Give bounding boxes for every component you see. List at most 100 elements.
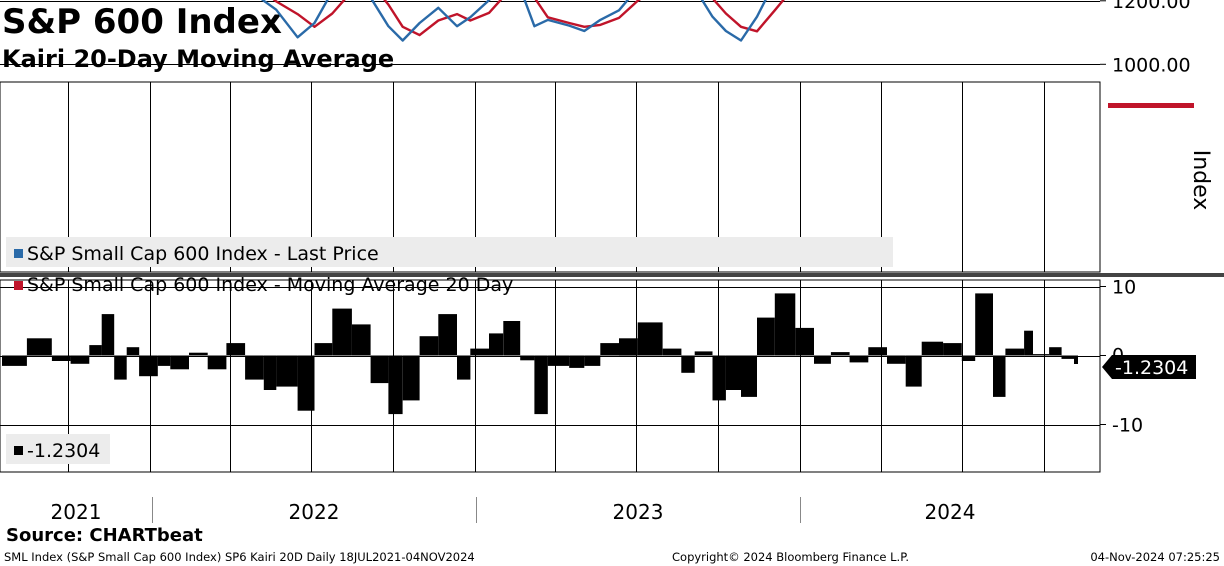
kairi-ytick-label: 10 [1112, 277, 1136, 299]
legend-label-kairi: -1.2304 [27, 439, 101, 462]
kairi-bar [297, 355, 315, 411]
kairi-bar [619, 338, 638, 356]
legend-item-ma: S&P Small Cap 600 Index - Moving Average… [14, 270, 513, 300]
kairi-bar [814, 355, 831, 364]
kairi-bar [741, 355, 757, 397]
kairi-legend: -1.2304 [6, 434, 110, 464]
footer-copyright: Copyright© 2024 Bloomberg Finance L.P. [672, 550, 909, 564]
kairi-ytick-label: -10 [1112, 415, 1143, 437]
kairi-bar [1049, 347, 1062, 356]
kairi-bar [569, 355, 585, 368]
kairi-bar [139, 355, 158, 377]
kairi-bar [503, 321, 521, 356]
xaxis-year-label: 2023 [613, 500, 664, 524]
kairi-bar [584, 355, 601, 366]
legend-label-price: S&P Small Cap 600 Index - Last Price [27, 242, 379, 265]
kairi-bar [961, 355, 976, 361]
chart-subtitle: Kairi 20-Day Moving Average [2, 45, 395, 73]
source-note: Source: CHARTbeat [6, 525, 203, 546]
kairi-bar [849, 355, 869, 363]
kairi-bar [26, 338, 52, 356]
kairi-bar [993, 355, 1006, 397]
kairi-ytick-label: 0 [1112, 345, 1124, 367]
panel-separator [0, 273, 1224, 277]
kairi-last-badge [1102, 355, 1196, 379]
ma-last-marker [1108, 103, 1194, 108]
kairi-bar [712, 355, 726, 401]
price-line [260, 0, 767, 42]
kairi-bar [402, 355, 420, 401]
kairi-bar [868, 347, 887, 356]
kairi-bar [681, 355, 695, 373]
xaxis-year-label: 2024 [925, 500, 976, 524]
kairi-bar [370, 355, 389, 384]
kairi-bar [943, 343, 962, 356]
kairi-bar [114, 355, 127, 380]
kairi-bar [975, 293, 993, 356]
kairi-bar [534, 355, 548, 415]
kairi-bar [438, 314, 457, 356]
kairi-bar [520, 355, 535, 361]
kairi-bar [263, 355, 277, 390]
price-yaxis-title: Index [1188, 150, 1213, 211]
kairi-bar [207, 355, 227, 370]
kairi-bar [388, 355, 403, 415]
price-swatch [14, 249, 23, 258]
legend-item-kairi: -1.2304 [14, 436, 100, 466]
kairi-bar [637, 322, 663, 356]
kairi-bar [887, 355, 906, 364]
kairi-bar [2, 355, 27, 366]
ma-swatch [14, 280, 23, 290]
kairi-bar [245, 355, 264, 380]
kairi-bar [470, 348, 489, 356]
xaxis-year-label: 2022 [289, 500, 340, 524]
kairi-bar [101, 314, 115, 356]
kairi-bar [1005, 348, 1025, 356]
price-panel-frame [0, 81, 1101, 273]
kairi-bar [89, 345, 102, 356]
footer-description: SML Index (S&P Small Cap 600 Index) SP6 … [4, 550, 475, 564]
kairi-bar [830, 352, 850, 356]
chart-title: S&P 600 Index [2, 2, 282, 42]
price-ytick-label: 1200.00 [1112, 0, 1191, 13]
kairi-bar [1024, 330, 1033, 356]
kairi-bar [725, 355, 741, 390]
legend-item-price: S&P Small Cap 600 Index - Last Price [14, 239, 379, 269]
kairi-bar [457, 355, 471, 380]
kairi-bar [662, 348, 682, 356]
kairi-bar [1061, 355, 1074, 359]
kairi-swatch [14, 446, 23, 455]
price-ytick-label: 1000.00 [1112, 54, 1191, 76]
kairi-bar [189, 352, 208, 356]
kairi-bar [419, 336, 439, 356]
kairi-bar [795, 327, 814, 356]
kairi-bar [170, 355, 189, 370]
kairi-bar [547, 355, 570, 366]
kairi-bar [774, 293, 796, 356]
kairi-bar [157, 355, 171, 366]
price-legend: S&P Small Cap 600 Index - Last Price S&P… [6, 237, 893, 296]
xaxis-year-label: 2021 [51, 500, 102, 524]
kairi-bar [70, 355, 90, 364]
kairi-bar [126, 347, 140, 356]
kairi-last-value: -1.2304 [1115, 357, 1188, 379]
footer-timestamp: 04-Nov-2024 07:25:25 [1090, 550, 1220, 564]
kairi-bar [489, 333, 504, 356]
kairi-bar [757, 317, 775, 356]
kairi-bar [276, 355, 298, 387]
kairi-bar [921, 341, 944, 356]
legend-label-ma: S&P Small Cap 600 Index - Moving Average… [27, 274, 514, 296]
kairi-bar [1074, 355, 1078, 364]
kairi-bar [314, 343, 333, 356]
kairi-bar [1033, 354, 1049, 356]
kairi-panel-frame [0, 279, 1101, 473]
kairi-bar [332, 308, 352, 356]
kairi-bar [905, 355, 922, 387]
kairi-bar [351, 324, 371, 356]
kairi-bar [694, 351, 713, 356]
ma-line [272, 0, 785, 37]
kairi-bar [226, 343, 246, 356]
kairi-bar [51, 355, 71, 361]
kairi-bar [600, 343, 619, 356]
